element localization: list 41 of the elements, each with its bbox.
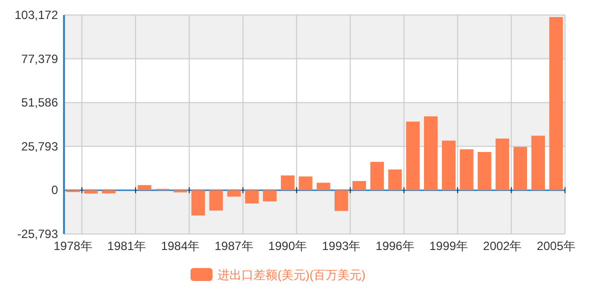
x-tick-label: 2002年 bbox=[483, 239, 522, 253]
bar bbox=[262, 190, 277, 202]
bar bbox=[84, 190, 98, 194]
x-tick-label: 1990年 bbox=[268, 239, 308, 253]
bar bbox=[513, 146, 528, 190]
legend-label: 进出口差额(美元)(百万美元) bbox=[218, 268, 366, 282]
bar bbox=[549, 16, 563, 190]
bar bbox=[478, 152, 492, 190]
bar bbox=[209, 190, 223, 211]
x-tick-label: 1978年 bbox=[54, 239, 92, 253]
bar bbox=[388, 169, 402, 190]
bar bbox=[531, 136, 545, 190]
y-tick-label: 0 bbox=[51, 183, 58, 198]
bar bbox=[245, 190, 259, 204]
bar bbox=[352, 181, 366, 190]
x-tick-label: 1987年 bbox=[214, 239, 254, 253]
y-tick-label: 77,379 bbox=[21, 52, 58, 66]
x-tick-label: 1996年 bbox=[376, 239, 414, 253]
y-tick-label: 51,586 bbox=[21, 96, 58, 110]
bar bbox=[316, 182, 330, 190]
bar bbox=[298, 176, 312, 190]
y-tick-label: 103,172 bbox=[14, 8, 58, 22]
bar bbox=[442, 140, 456, 190]
bar bbox=[496, 138, 510, 190]
y-tick-label: -25,793 bbox=[17, 227, 58, 241]
x-tick-label: 1984年 bbox=[160, 239, 200, 253]
bar bbox=[280, 175, 294, 190]
x-tick-label: 1993年 bbox=[322, 239, 361, 253]
bar bbox=[406, 122, 420, 190]
bar bbox=[334, 190, 348, 211]
y-tick-label: 25,793 bbox=[21, 139, 58, 154]
bar bbox=[191, 190, 205, 216]
bar bbox=[227, 190, 241, 197]
bar bbox=[424, 116, 438, 190]
bar bbox=[102, 190, 116, 194]
x-tick-label: 2005年 bbox=[536, 239, 576, 253]
bar bbox=[138, 185, 152, 190]
x-tick-label: 1981年 bbox=[107, 239, 146, 253]
bar bbox=[460, 149, 474, 190]
x-tick-label: 1999年 bbox=[429, 239, 468, 253]
bar bbox=[370, 162, 384, 190]
